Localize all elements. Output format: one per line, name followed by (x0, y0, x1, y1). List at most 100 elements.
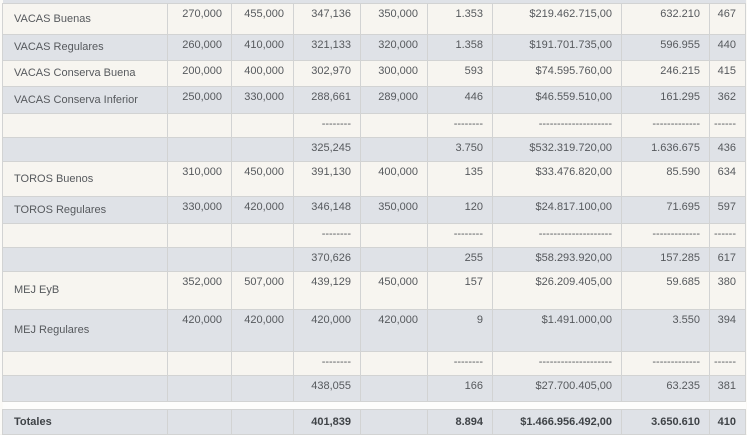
value-cell: 63.235 (621, 374, 710, 402)
row-label-cell (2, 246, 168, 272)
value-cell: 120 (427, 195, 493, 224)
row-label-cell (2, 222, 168, 248)
row-label-cell: MEJ EyB (2, 270, 168, 310)
value-cell: 325,245 (293, 136, 361, 162)
table-row: -------- -------- -------------------- ----… (2, 222, 746, 248)
value-cell (360, 408, 428, 435)
value-cell (167, 408, 232, 435)
value-cell: 350,000 (360, 2, 428, 35)
value-cell: 161.295 (621, 85, 710, 114)
value-cell: $46.559.510,00 (492, 85, 622, 114)
value-cell: ------------- (621, 350, 710, 376)
value-cell: 634 (709, 160, 746, 197)
value-cell: 420,000 (360, 308, 428, 352)
value-cell: 157.285 (621, 246, 710, 272)
value-cell: 302,970 (293, 59, 361, 87)
value-cell: 350,000 (360, 195, 428, 224)
value-cell: 59.685 (621, 270, 710, 310)
value-cell: 401,839 (293, 408, 361, 435)
value-cell (360, 112, 428, 138)
value-cell: 410,000 (231, 33, 294, 61)
row-label-cell: Totales (2, 408, 168, 435)
value-cell: 415 (709, 59, 746, 87)
value-cell: 391,130 (293, 160, 361, 197)
value-cell: 300,000 (360, 59, 428, 87)
value-cell: $219.462.715,00 (492, 2, 622, 35)
table-row: TOROS Regulares 330,000 420,000 346,148 350,… (2, 195, 746, 224)
table-row: TOROS Buenos 310,000 450,000 391,130 400,000… (2, 160, 746, 197)
value-cell: 440 (709, 33, 746, 61)
value-cell: 157 (427, 270, 493, 310)
value-cell: 255 (427, 246, 493, 272)
value-cell: 330,000 (231, 85, 294, 114)
value-cell: -------- (293, 112, 361, 138)
value-cell: -------- (293, 350, 361, 376)
value-cell: 250,000 (167, 85, 232, 114)
value-cell: 320,000 (360, 33, 428, 61)
value-cell: 450,000 (231, 160, 294, 197)
value-cell: 310,000 (167, 160, 232, 197)
row-label-cell: VACAS Regulares (2, 33, 168, 61)
value-cell: 85.590 (621, 160, 710, 197)
row-label-cell: TOROS Buenos (2, 160, 168, 197)
value-cell: 438,055 (293, 374, 361, 402)
value-cell: 596.955 (621, 33, 710, 61)
value-cell: -------------------- (492, 222, 622, 248)
value-cell (167, 374, 232, 402)
value-cell: 200,000 (167, 59, 232, 87)
value-cell: $74.595.760,00 (492, 59, 622, 87)
table-row: VACAS Regulares 260,000 410,000 321,133 320,… (2, 33, 746, 61)
value-cell: 1.358 (427, 33, 493, 61)
value-cell: 632.210 (621, 2, 710, 35)
value-cell: 246.215 (621, 59, 710, 87)
value-cell: 420,000 (293, 308, 361, 352)
value-cell (167, 350, 232, 376)
value-cell: 593 (427, 59, 493, 87)
value-cell: 8.894 (427, 408, 493, 435)
value-cell: -------------------- (492, 112, 622, 138)
value-cell: 446 (427, 85, 493, 114)
value-cell: 135 (427, 160, 493, 197)
value-cell: 166 (427, 374, 493, 402)
value-cell: 410 (709, 408, 746, 435)
row-label-cell: VACAS Conserva Inferior (2, 85, 168, 114)
value-cell: $532.319.720,00 (492, 136, 622, 162)
row-label-cell: VACAS Conserva Buena (2, 59, 168, 87)
value-cell: 617 (709, 246, 746, 272)
value-cell: 450,000 (360, 270, 428, 310)
value-cell: -------- (427, 112, 493, 138)
row-label-cell (2, 112, 168, 138)
value-cell (231, 408, 294, 435)
value-cell: $27.700.405,00 (492, 374, 622, 402)
value-cell: 455,000 (231, 2, 294, 35)
row-label-cell (2, 350, 168, 376)
table-row: 438,055 166 $27.700.405,00 63.235 381 (2, 374, 746, 402)
value-cell: 362 (709, 85, 746, 114)
value-cell: -------- (427, 350, 493, 376)
table-row: 325,245 3.750 $532.319.720,00 1.636.675 436 (2, 136, 746, 162)
value-cell (231, 222, 294, 248)
separator-cell (2, 400, 746, 410)
table-row: -------- -------- -------------------- ----… (2, 350, 746, 376)
table-row: VACAS Conserva Buena 200,000 400,000 302,97… (2, 59, 746, 87)
value-cell: -------- (427, 222, 493, 248)
value-cell: 3.550 (621, 308, 710, 352)
value-cell: 400,000 (360, 160, 428, 197)
value-cell: 321,133 (293, 33, 361, 61)
row-label-cell: VACAS Buenas (2, 2, 168, 35)
row-label-cell: MEJ Regulares (2, 308, 168, 352)
value-cell: $33.476.820,00 (492, 160, 622, 197)
value-cell: 400,000 (231, 59, 294, 87)
value-cell: 9 (427, 308, 493, 352)
value-cell: 346,148 (293, 195, 361, 224)
value-cell (167, 112, 232, 138)
row-label-cell (2, 374, 168, 402)
value-cell: 347,136 (293, 2, 361, 35)
value-cell: 71.695 (621, 195, 710, 224)
table-row: 370,626 255 $58.293.920,00 157.285 617 (2, 246, 746, 272)
table-row: VACAS Conserva Inferior 250,000 330,000 288… (2, 85, 746, 114)
value-cell: 420,000 (231, 308, 294, 352)
